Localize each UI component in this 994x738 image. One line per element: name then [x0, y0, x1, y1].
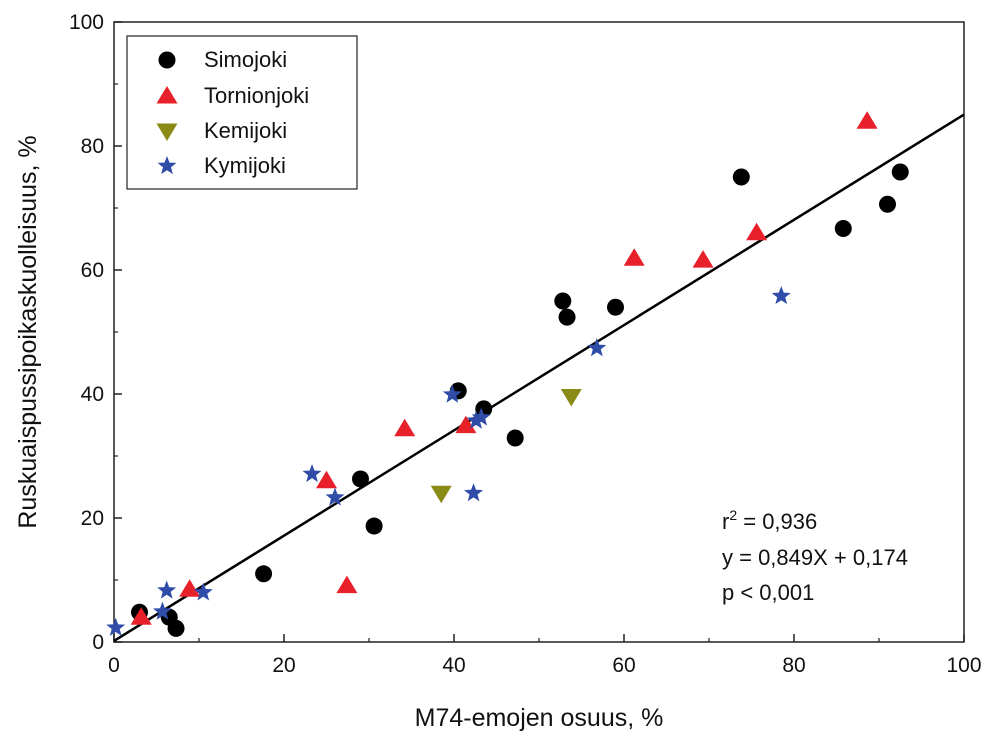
- y-tick-label: 60: [81, 259, 104, 282]
- data-point-simojoki: [891, 163, 909, 181]
- data-point-tornionjoki: [623, 248, 645, 266]
- data-point-simojoki: [365, 517, 383, 535]
- r-squared-prefix: r: [722, 509, 729, 534]
- data-point-kymijoki: [325, 487, 345, 506]
- legend-marker-kemijoki: [156, 123, 178, 141]
- data-point-kymijoki: [771, 286, 791, 305]
- data-point-simojoki: [167, 619, 185, 637]
- legend-label-tornionjoki: Tornionjoki: [204, 83, 309, 108]
- data-point-kemijoki: [560, 388, 582, 407]
- data-point-simojoki: [732, 168, 750, 186]
- data-point-simojoki: [352, 470, 369, 488]
- data-point-tornionjoki: [394, 418, 416, 437]
- y-tick-label: 20: [81, 507, 104, 530]
- y-axis: 0 20 40 60 80 100: [69, 11, 122, 654]
- y-tick-label: 0: [92, 631, 104, 654]
- data-point-kymijoki: [442, 384, 462, 403]
- x-tick-label: 80: [782, 654, 805, 677]
- data-point-kymijoki: [193, 582, 213, 601]
- x-axis-title: M74-emojen osuus, %: [415, 704, 664, 732]
- r-squared-superscript: 2: [729, 507, 737, 523]
- data-point-kymijoki: [587, 338, 607, 357]
- data-point-simojoki: [558, 308, 576, 326]
- data-point-kymijoki: [471, 407, 491, 426]
- data-point-tornionjoki: [692, 250, 714, 268]
- regression-line: [113, 113, 965, 642]
- data-point-tornionjoki: [316, 470, 337, 489]
- regression-annotation: r2 = 0,936 y = 0,849X + 0,174 p < 0,001: [722, 507, 908, 605]
- r-squared-label: r2 = 0,936: [722, 507, 817, 534]
- data-point-kymijoki: [302, 463, 322, 483]
- x-tick-label: 60: [612, 654, 635, 677]
- legend-marker-tornionjoki: [156, 86, 178, 104]
- x-tick-label: 20: [272, 654, 295, 677]
- data-point-tornionjoki: [130, 607, 152, 625]
- data-point-simojoki: [554, 292, 572, 310]
- data-point-tornionjoki: [746, 222, 768, 241]
- legend-label-kemijoki: Kemijoki: [204, 118, 287, 143]
- data-point-simojoki: [879, 195, 896, 213]
- data-point-simojoki: [607, 298, 624, 316]
- data-point-simojoki: [834, 219, 852, 237]
- y-tick-label: 80: [81, 135, 104, 158]
- data-points: [106, 111, 909, 637]
- legend-marker-kymijoki: [157, 156, 177, 175]
- x-tick-label: 0: [108, 654, 120, 677]
- x-tick-label: 100: [946, 654, 981, 677]
- y-tick-label: 40: [81, 383, 104, 406]
- legend-label-kymijoki: Kymijoki: [204, 153, 286, 178]
- data-point-simojoki: [255, 565, 273, 583]
- legend-marker-simojoki: [158, 51, 176, 69]
- p-value: p < 0,001: [722, 580, 814, 605]
- data-point-kemijoki: [430, 485, 452, 504]
- data-point-tornionjoki: [179, 579, 201, 597]
- data-point-tornionjoki: [455, 415, 477, 434]
- r-squared-value: = 0,936: [737, 509, 817, 534]
- legend-label-simojoki: Simojoki: [204, 47, 287, 72]
- regression-equation: y = 0,849X + 0,174: [722, 545, 908, 570]
- y-tick-label: 100: [69, 11, 104, 34]
- data-point-kymijoki: [157, 580, 177, 599]
- y-axis-title: Ruskuaispussipoikaskuolleisuus, %: [14, 135, 42, 528]
- data-point-kymijoki: [152, 601, 172, 620]
- data-point-kymijoki: [466, 410, 486, 429]
- data-point-kymijoki: [106, 617, 126, 636]
- data-point-kymijoki: [464, 483, 484, 502]
- data-point-tornionjoki: [336, 575, 358, 594]
- legend-markers: [156, 51, 178, 175]
- x-axis: 0 20 40 60 80 100: [108, 634, 982, 677]
- legend: Simojoki Tornionjoki Kemijoki Kymijoki: [126, 35, 358, 190]
- data-point-simojoki: [506, 429, 524, 447]
- x-tick-label: 40: [442, 654, 465, 677]
- data-point-tornionjoki: [856, 111, 878, 129]
